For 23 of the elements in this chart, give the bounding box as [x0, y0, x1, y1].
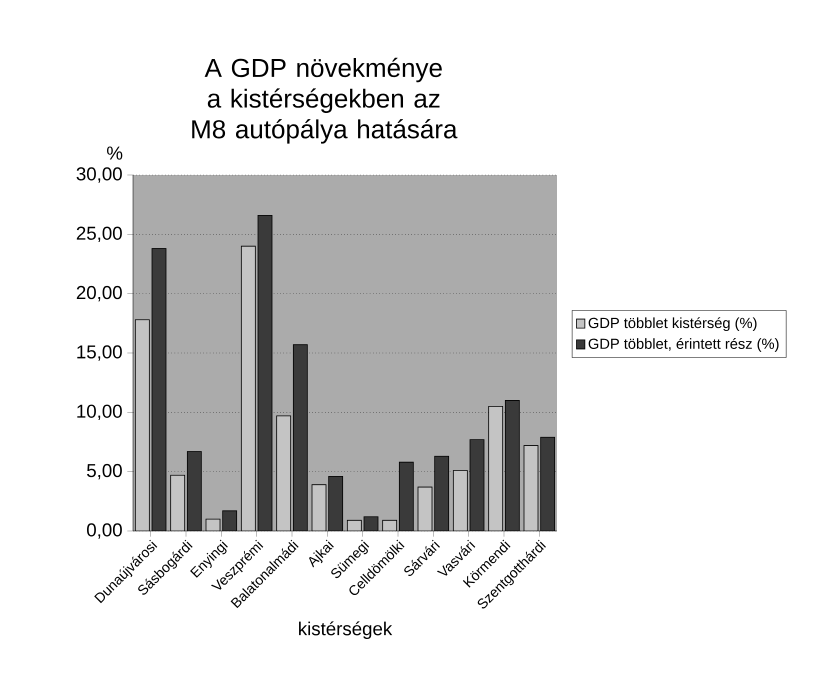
y-tick-label: 15,00 — [77, 345, 122, 361]
bar — [170, 474, 186, 531]
bar — [134, 319, 150, 531]
bar — [276, 415, 292, 531]
y-tick-label: 10,00 — [77, 404, 122, 420]
bar — [452, 470, 468, 531]
bar — [240, 246, 256, 531]
bar — [524, 445, 538, 531]
legend-label: GDP többlet kistérség (%) — [588, 317, 757, 332]
chart-title: A GDP növekménye a kistérségekben az M8 autópálya hatására — [192, 58, 458, 144]
bar — [347, 520, 362, 531]
y-axis-title: % — [107, 146, 122, 160]
bar — [418, 486, 432, 531]
y-tick-label: 20,00 — [76, 286, 122, 302]
legend-label: GDP többlet, érintett rész (%) — [588, 338, 779, 352]
bar — [382, 520, 397, 531]
y-tick-label: 30,00 — [76, 167, 122, 183]
bar — [488, 406, 504, 531]
x-axis-title: kistérségek — [299, 621, 392, 639]
y-tick-label: 5,00 — [87, 464, 122, 480]
bar — [312, 484, 326, 531]
y-tick-label: 25,00 — [76, 226, 122, 242]
y-tick-label: 0,00 — [87, 523, 122, 539]
